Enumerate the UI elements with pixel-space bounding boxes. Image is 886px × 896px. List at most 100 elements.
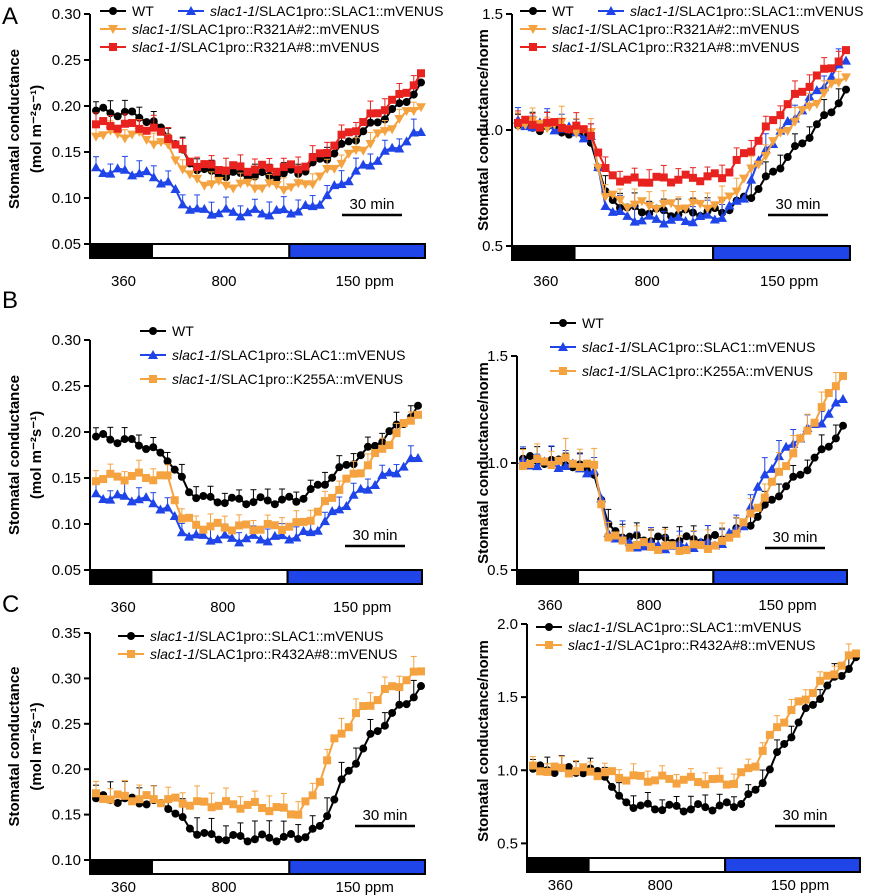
data-point: [335, 463, 344, 472]
data-point: [754, 136, 763, 145]
data-point: [287, 160, 295, 169]
data-point: [127, 435, 136, 444]
data-point: [359, 744, 368, 753]
scale-bar-label: 30 min: [349, 196, 394, 213]
data-point: [711, 541, 719, 550]
data-point: [752, 481, 763, 491]
data-point: [632, 540, 641, 549]
chart-a-right: 0.5 1.0 1.5 Stomatal conductance/norm 360 800…: [475, 3, 863, 290]
data-point: [344, 766, 353, 775]
data-point: [838, 394, 848, 404]
scale-bar-label: 30 min: [362, 807, 407, 824]
data-point: [264, 210, 275, 220]
data-point: [163, 176, 174, 186]
legend: slac1-1/SLAC1pro::SLAC1::mVENUSslac1-1/S…: [118, 628, 397, 662]
data-point: [842, 46, 850, 55]
data-point: [127, 471, 136, 480]
data-point: [417, 69, 425, 78]
data-point: [586, 767, 595, 776]
y-tick-label: 0.10: [52, 190, 81, 207]
data-point: [344, 128, 353, 137]
data-point: [349, 469, 358, 478]
data-point: [91, 162, 101, 172]
data-point: [308, 791, 317, 800]
legend-marker: [149, 327, 157, 335]
data-point: [185, 824, 194, 833]
data-point: [177, 165, 188, 175]
data-point: [732, 529, 741, 538]
data-point: [380, 115, 389, 124]
y-tick-label: 0.25: [52, 52, 81, 69]
data-point: [831, 434, 840, 443]
data-point: [408, 107, 419, 117]
data-point: [644, 210, 655, 220]
data-point: [787, 733, 796, 742]
data-point: [135, 124, 144, 133]
data-point: [206, 522, 215, 531]
data-point: [387, 125, 398, 135]
data-point: [192, 203, 203, 213]
data-point: [271, 204, 282, 214]
data-point: [329, 180, 340, 190]
data-point: [659, 173, 668, 182]
data-point: [185, 488, 194, 497]
legend-entry: slac1-1/SLAC1pro::R321A#2::mVENUS: [552, 21, 799, 37]
data-point: [601, 164, 610, 173]
data-point: [402, 676, 411, 685]
data-point: [170, 184, 181, 194]
data-point: [128, 797, 137, 806]
data-point: [739, 518, 748, 527]
data-point: [636, 197, 647, 207]
data-point: [579, 769, 588, 778]
data-point: [543, 118, 552, 127]
phase-bar-150: [712, 569, 848, 585]
data-point: [701, 780, 710, 789]
data-point: [731, 187, 742, 197]
data-point: [214, 835, 223, 844]
data-point: [192, 494, 201, 503]
data-point: [329, 164, 340, 174]
series-1: [91, 445, 423, 547]
y-axis-label: Stomatal conductance/norm: [475, 29, 492, 231]
data-point: [337, 775, 346, 784]
y-tick-label: 0.15: [52, 807, 81, 824]
data-point: [265, 807, 274, 816]
series-2: [92, 410, 422, 535]
data-point: [708, 806, 717, 815]
y-tick-label: 0.20: [52, 424, 81, 441]
data-point: [294, 810, 303, 819]
data-point: [798, 87, 807, 96]
condition-label: 150 ppm: [771, 877, 829, 894]
data-point: [787, 706, 796, 715]
data-point: [306, 516, 315, 525]
data-point: [746, 174, 757, 184]
data-point: [572, 767, 581, 776]
data-point: [694, 778, 703, 787]
legend-marker: [545, 641, 553, 649]
data-point: [725, 168, 734, 177]
data-point: [120, 119, 129, 128]
phase-bar-150: [286, 569, 424, 585]
data-point: [831, 382, 840, 391]
data-point: [674, 175, 683, 184]
data-point: [615, 791, 624, 800]
data-point: [532, 461, 543, 471]
legend-entry: slac1-1/SLAC1pro::SLAC1::mVENUS: [150, 628, 383, 644]
data-point: [142, 791, 151, 800]
data-point: [263, 496, 272, 505]
data-point: [805, 133, 814, 142]
y-tick-label: 0.05: [52, 562, 81, 579]
data-point: [235, 211, 246, 221]
data-point: [391, 468, 402, 478]
data-point: [597, 500, 606, 509]
panel-letter-a: A: [2, 3, 18, 30]
data-point: [370, 480, 381, 490]
phase-bar-150: [724, 857, 862, 873]
y-tick-label: 0.30: [52, 332, 81, 349]
data-point: [666, 214, 677, 224]
data-point: [169, 510, 180, 520]
data-point: [528, 120, 537, 129]
data-point: [256, 525, 265, 534]
data-point: [388, 682, 397, 691]
